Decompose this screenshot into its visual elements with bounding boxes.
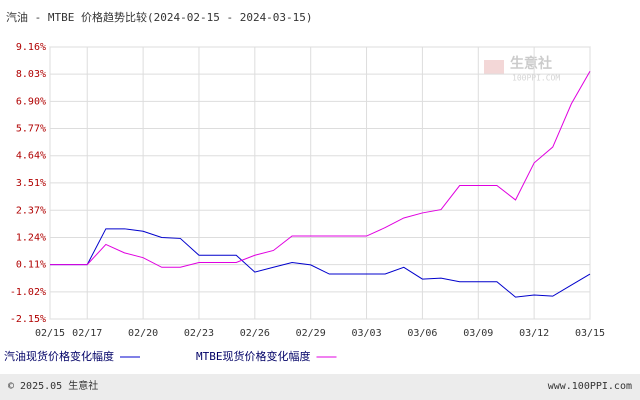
y-tick-label: 2.37%: [16, 205, 46, 216]
y-tick-label: 4.64%: [16, 151, 46, 162]
series-line: [50, 71, 591, 268]
y-tick-label: 0.11%: [16, 260, 46, 271]
y-tick-label: 3.51%: [16, 178, 46, 189]
watermark-logo: [484, 60, 504, 74]
footer-right: www.100PPI.com: [548, 381, 632, 392]
x-tick-label: 02/17: [72, 328, 102, 339]
legend-label: 汽油现货价格变化幅度: [4, 349, 114, 363]
y-tick-label: -1.02%: [10, 287, 46, 298]
x-tick-label: 02/26: [240, 328, 270, 339]
watermark-site: 100PPI.COM: [512, 74, 560, 83]
series-line: [50, 228, 591, 298]
x-tick-label: 02/15: [35, 328, 65, 339]
x-tick-label: 02/23: [184, 328, 214, 339]
x-tick-label: 02/20: [128, 328, 158, 339]
y-tick-label: 1.24%: [16, 232, 46, 243]
y-tick-label: 6.90%: [16, 96, 46, 107]
x-tick-label: 03/12: [519, 328, 549, 339]
footer-left: © 2025.05 生意社: [8, 379, 98, 392]
y-tick-label: -2.15%: [10, 314, 46, 325]
x-tick-label: 03/03: [351, 328, 381, 339]
watermark: 生意社 100PPI.COM: [484, 55, 560, 83]
y-tick-label: 9.16%: [16, 42, 46, 53]
footer-bar: [0, 374, 640, 400]
legend-label: MTBE现货价格变化幅度: [196, 349, 311, 363]
chart-title: 汽油 - MTBE 价格趋势比较(2024-02-15 - 2024-03-15…: [6, 10, 313, 24]
y-tick-label: 5.77%: [16, 124, 46, 135]
watermark-name: 生意社: [510, 55, 552, 72]
x-tick-label: 03/15: [575, 328, 605, 339]
x-tick-label: 03/06: [407, 328, 437, 339]
x-tick-label: 02/29: [296, 328, 326, 339]
y-tick-label: 8.03%: [16, 69, 46, 80]
x-tick-label: 03/09: [463, 328, 493, 339]
